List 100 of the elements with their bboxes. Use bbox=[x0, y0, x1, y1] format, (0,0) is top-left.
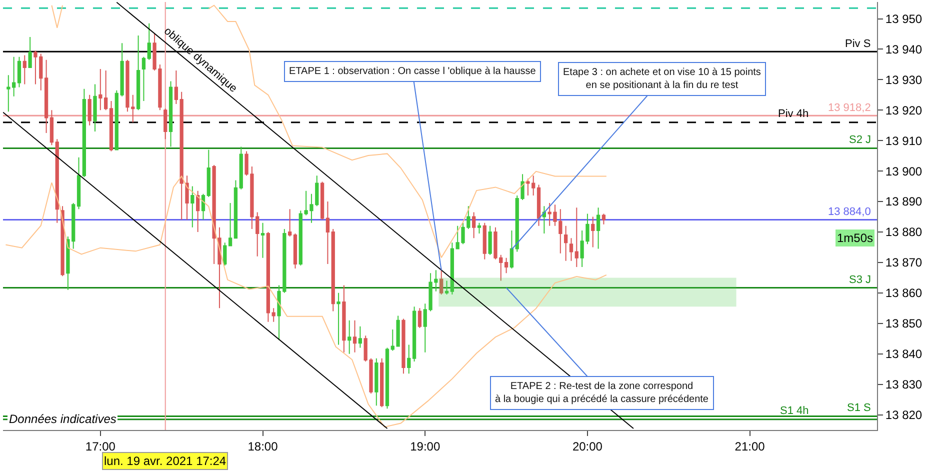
y-tick-label: 13 850 bbox=[885, 316, 922, 331]
ref-line-label: Piv S bbox=[845, 38, 871, 50]
candlestick bbox=[239, 146, 243, 190]
candlestick bbox=[444, 280, 449, 295]
ref-line-label: S1 S bbox=[847, 402, 871, 414]
candlestick bbox=[180, 91, 184, 220]
annotation: ETAPE 1 : observation : On casse l 'oblique à la hausse bbox=[289, 66, 536, 77]
y-tick-label: 13 910 bbox=[885, 134, 922, 148]
candlestick bbox=[234, 180, 238, 239]
candlestick bbox=[488, 225, 492, 256]
candlestick bbox=[266, 231, 270, 322]
candlestick bbox=[450, 242, 454, 295]
candlestick bbox=[93, 84, 97, 132]
candlestick bbox=[542, 206, 546, 234]
candlestick bbox=[374, 358, 378, 406]
x-tick-label: 18:00 bbox=[248, 439, 278, 454]
candlestick bbox=[88, 94, 92, 126]
y-tick-label: 13 900 bbox=[885, 164, 922, 178]
candlestick bbox=[82, 88, 86, 178]
annotation: 1m50s bbox=[837, 231, 874, 245]
candlestick bbox=[28, 36, 32, 68]
candlestick bbox=[185, 175, 189, 220]
ref-line-label: Piv 4h bbox=[778, 108, 809, 120]
y-tick-label: 13 830 bbox=[885, 378, 922, 392]
candlestick bbox=[136, 35, 140, 111]
candlestick bbox=[358, 326, 362, 348]
x-tick-label: 19:00 bbox=[410, 439, 440, 454]
y-tick-label: 13 820 bbox=[885, 408, 922, 422]
candlestick bbox=[174, 70, 178, 105]
y-tick-label: 13 950 bbox=[885, 12, 922, 26]
candlestick bbox=[504, 257, 508, 274]
candlestick bbox=[472, 212, 476, 239]
candlestick bbox=[12, 56, 16, 97]
candlestick bbox=[574, 207, 578, 268]
candlestick bbox=[288, 208, 292, 238]
candlestick bbox=[17, 56, 22, 88]
annotation: Données indicatives bbox=[9, 412, 116, 426]
candlestick bbox=[342, 284, 346, 353]
candlestick bbox=[50, 110, 54, 146]
x-tick-label: 20:00 bbox=[572, 439, 603, 454]
ref-line-label: S1 4h bbox=[780, 405, 809, 417]
y-tick-label: 13 890 bbox=[885, 194, 922, 209]
y-tick-label: 13 840 bbox=[885, 347, 922, 362]
candlestick bbox=[591, 216, 595, 248]
candlestick bbox=[223, 242, 227, 266]
candlestick bbox=[147, 22, 151, 60]
candlestick bbox=[76, 156, 81, 210]
candlestick bbox=[510, 230, 514, 270]
candlestick bbox=[412, 306, 416, 362]
candlestick bbox=[418, 308, 422, 328]
candlestick bbox=[168, 80, 173, 148]
y-tick-label: 13 930 bbox=[885, 72, 922, 87]
candlestick bbox=[55, 138, 59, 224]
candlestick bbox=[272, 308, 276, 322]
candlestick bbox=[564, 225, 568, 262]
y-tick-label: 13 940 bbox=[885, 42, 922, 56]
candlestick bbox=[385, 347, 390, 410]
candlestick bbox=[6, 74, 10, 112]
candlestick bbox=[380, 358, 384, 408]
y-tick-label: 13 920 bbox=[885, 103, 922, 118]
candlestick bbox=[201, 193, 206, 220]
y-tick-label: 13 860 bbox=[885, 286, 922, 300]
candlestick bbox=[98, 68, 102, 111]
candlestick bbox=[402, 318, 406, 374]
candlestick bbox=[228, 202, 232, 246]
candlestick bbox=[142, 56, 146, 102]
candlestick bbox=[352, 320, 357, 353]
candlestick bbox=[109, 100, 114, 152]
candlestick bbox=[407, 344, 411, 374]
ref-line-label: 13 918,2 bbox=[828, 102, 871, 114]
candlestick bbox=[596, 207, 600, 250]
annotation: ETAPE 2 : Re-test de la zone correspond à la bougie qui a précédé la cassure précédente bbox=[495, 381, 709, 405]
candlestick bbox=[60, 206, 64, 277]
candlestick bbox=[326, 201, 330, 264]
candlestick bbox=[477, 222, 482, 234]
line-series bbox=[5, 176, 607, 428]
candlestick bbox=[348, 320, 352, 354]
candlestick bbox=[320, 181, 324, 220]
candlestick bbox=[164, 108, 168, 140]
ref-line-label: S2 J bbox=[849, 134, 872, 146]
candlestick bbox=[331, 228, 335, 312]
x-tick-label: 21:00 bbox=[734, 439, 766, 454]
candlestick bbox=[260, 222, 265, 258]
candlestick bbox=[536, 184, 541, 226]
candlestick bbox=[293, 233, 298, 270]
candlestick bbox=[569, 238, 574, 262]
candlestick bbox=[206, 149, 210, 198]
candlestick bbox=[22, 54, 26, 85]
candlestick bbox=[44, 59, 48, 134]
y-tick-label: 13 870 bbox=[885, 256, 922, 270]
candlestick bbox=[482, 222, 486, 260]
annotation: Etape 3 : on achete et on vise 10 à 15 points en se positionant à la fin du re test bbox=[563, 67, 761, 91]
x-tick-label: 17:00 bbox=[85, 439, 116, 454]
y-tick-label: 13 880 bbox=[885, 225, 922, 240]
candlestick bbox=[336, 292, 340, 346]
candlestick bbox=[602, 213, 606, 225]
ref-line-label: S3 J bbox=[849, 274, 872, 286]
candlestick bbox=[196, 190, 200, 232]
ref-line-label: lun. 19 avr. 2021 17:24 bbox=[104, 454, 226, 468]
candlestick bbox=[104, 70, 108, 111]
